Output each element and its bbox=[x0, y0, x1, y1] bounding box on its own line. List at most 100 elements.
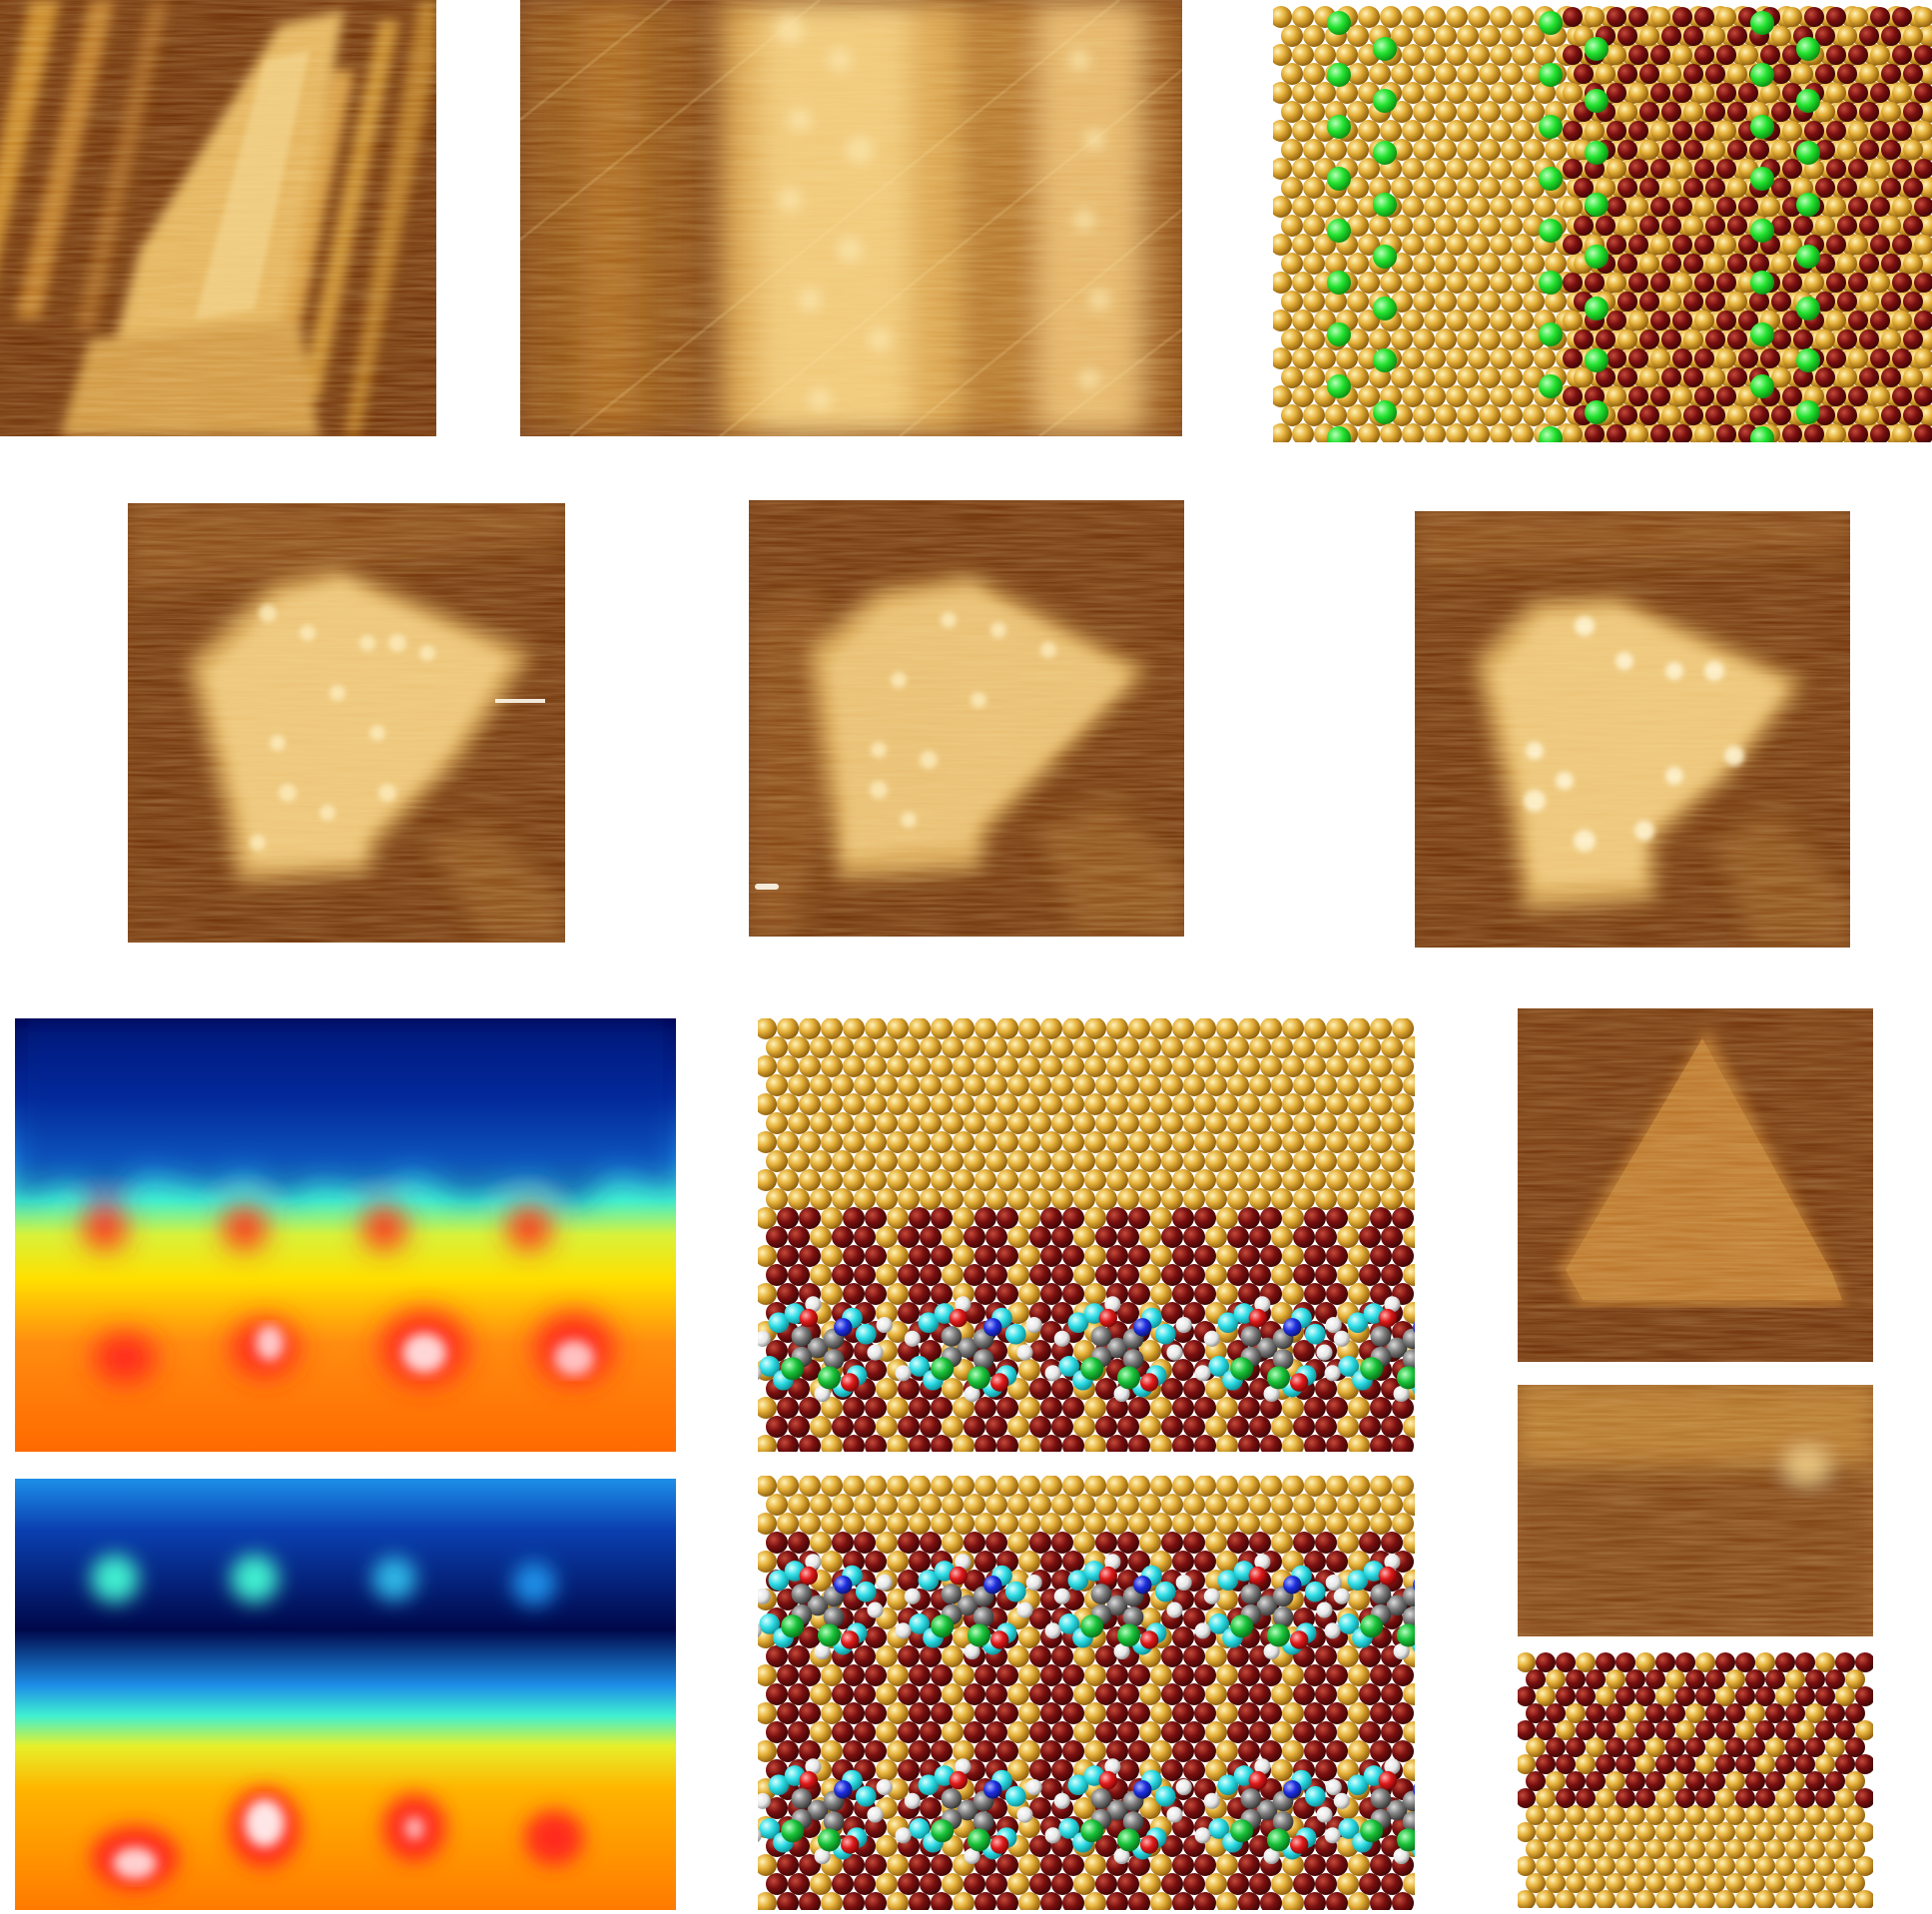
gold-atom bbox=[1358, 6, 1380, 28]
gold-atom bbox=[1336, 196, 1358, 218]
gold-atom bbox=[1172, 1093, 1194, 1115]
gold-atom bbox=[1260, 1018, 1282, 1039]
maroon-atom bbox=[1161, 1416, 1183, 1438]
gold-atom bbox=[1216, 1435, 1238, 1452]
maroon-atom bbox=[843, 1435, 865, 1452]
gold-atom bbox=[1359, 1112, 1381, 1134]
gold-atom bbox=[1501, 253, 1523, 275]
gold-atom bbox=[1314, 44, 1336, 66]
gold-atom bbox=[953, 1093, 974, 1115]
gold-atom bbox=[1106, 1513, 1128, 1535]
maroon-atom bbox=[1903, 216, 1923, 236]
maroon-atom bbox=[1845, 1737, 1865, 1757]
gold-atom bbox=[1518, 1890, 1536, 1908]
atomic-model-green-panel bbox=[1273, 5, 1932, 442]
gold-atom bbox=[887, 1397, 909, 1419]
maroon-atom bbox=[964, 1532, 985, 1554]
gold-atom bbox=[876, 1150, 898, 1172]
maroon-atom bbox=[1117, 1226, 1139, 1248]
maroon-atom bbox=[1650, 197, 1670, 217]
gold-atom bbox=[1292, 158, 1314, 180]
green-marker bbox=[1750, 219, 1774, 243]
maroon-atom bbox=[898, 1759, 920, 1781]
gold-atom bbox=[964, 1150, 985, 1172]
maroon-atom bbox=[1617, 64, 1637, 84]
maroon-atom bbox=[1556, 1754, 1576, 1774]
molecule-atom bbox=[1053, 1792, 1070, 1809]
gold-atom bbox=[1468, 82, 1490, 104]
maroon-atom bbox=[1040, 1397, 1062, 1419]
maroon-atom bbox=[1326, 1435, 1348, 1452]
maroon-atom bbox=[1661, 329, 1681, 349]
maroon-atom bbox=[788, 1378, 810, 1400]
gold-atom bbox=[777, 1476, 799, 1497]
molecule-atom bbox=[1248, 1308, 1267, 1328]
maroon-atom bbox=[1804, 7, 1824, 27]
gold-atom bbox=[1512, 196, 1534, 218]
gold-atom bbox=[1084, 1740, 1106, 1762]
molecule-atom bbox=[834, 1576, 853, 1595]
gold-atom bbox=[1546, 1873, 1566, 1893]
gold-atom bbox=[810, 1873, 832, 1895]
molecule-atom bbox=[957, 1595, 978, 1616]
molecule-atom bbox=[1194, 1827, 1211, 1844]
gold-atom bbox=[1282, 1169, 1304, 1191]
maroon-atom bbox=[1249, 1532, 1271, 1554]
molecule-atom bbox=[1267, 1828, 1290, 1852]
maroon-atom bbox=[1051, 1759, 1073, 1781]
gold-atom bbox=[1845, 1669, 1865, 1689]
gold-atom bbox=[1304, 1018, 1326, 1039]
gold-atom bbox=[1546, 1771, 1566, 1791]
maroon-atom bbox=[920, 1416, 942, 1438]
gold-atom bbox=[1128, 1131, 1150, 1153]
gold-atom bbox=[1402, 158, 1424, 180]
gold-atom bbox=[1645, 1805, 1665, 1825]
gold-atom bbox=[1705, 1839, 1725, 1859]
molecule-atom bbox=[1386, 1595, 1408, 1616]
gold-atom bbox=[1391, 101, 1413, 123]
gold-atom bbox=[758, 1018, 777, 1039]
maroon-atom bbox=[1892, 45, 1912, 65]
molecule-atom bbox=[1304, 1581, 1326, 1602]
gold-atom bbox=[1585, 7, 1605, 27]
gold-atom bbox=[1084, 1283, 1106, 1305]
gold-atom bbox=[1392, 1131, 1414, 1153]
maroon-atom bbox=[1635, 1686, 1655, 1706]
gold-atom bbox=[1273, 120, 1292, 142]
molecule-atom bbox=[983, 1780, 1002, 1799]
gold-atom bbox=[1755, 1754, 1775, 1774]
molecule-atom bbox=[1133, 1780, 1152, 1799]
gold-atom bbox=[1545, 291, 1567, 313]
gold-atom bbox=[1205, 1873, 1227, 1895]
maroon-atom bbox=[1326, 1207, 1348, 1229]
maroon-atom bbox=[1304, 1435, 1326, 1452]
gold-atom bbox=[1661, 178, 1681, 198]
gold-atom bbox=[1139, 1074, 1161, 1096]
maroon-atom bbox=[1117, 1264, 1139, 1286]
gold-atom bbox=[1106, 1169, 1128, 1191]
gold-atom bbox=[1161, 1036, 1183, 1058]
maroon-atom bbox=[996, 1283, 1018, 1305]
molecule-atom bbox=[758, 1366, 762, 1381]
maroon-atom bbox=[898, 1302, 920, 1324]
gold-atom bbox=[1106, 1131, 1128, 1153]
maroon-atom bbox=[1117, 1302, 1139, 1324]
green-marker bbox=[1373, 400, 1397, 424]
molecule-atom bbox=[1240, 1584, 1262, 1604]
maroon-atom bbox=[1304, 1740, 1326, 1762]
molecule-atom bbox=[983, 1318, 1002, 1337]
maroon-atom bbox=[832, 1226, 854, 1248]
maroon-atom bbox=[1563, 159, 1583, 179]
maroon-atom bbox=[1892, 273, 1912, 293]
gold-atom bbox=[810, 1112, 832, 1134]
maroon-atom bbox=[1293, 1340, 1315, 1362]
maroon-atom bbox=[1326, 1702, 1348, 1724]
gold-atom bbox=[1424, 82, 1446, 104]
gold-atom bbox=[1205, 1683, 1227, 1705]
gold-atom bbox=[1271, 1416, 1293, 1438]
gold-atom bbox=[1183, 1112, 1205, 1134]
maroon-atom bbox=[1183, 1645, 1205, 1667]
gold-atom bbox=[1566, 1839, 1586, 1859]
gold-atom bbox=[1370, 1131, 1392, 1153]
gold-atom bbox=[996, 1093, 1018, 1115]
